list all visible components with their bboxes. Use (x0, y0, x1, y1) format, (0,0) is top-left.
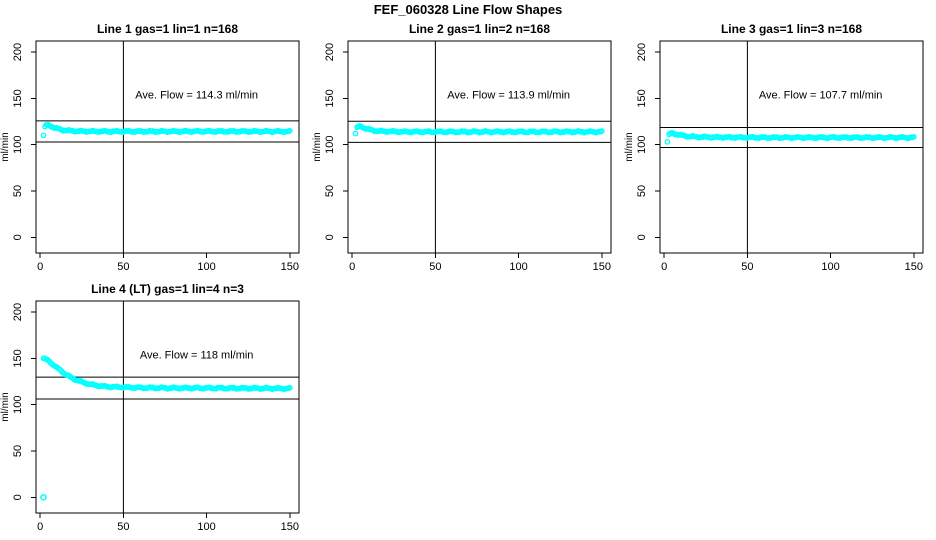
x-tick-label: 100 (197, 521, 215, 533)
x-tick-label: 100 (509, 261, 527, 273)
x-tick-label: 150 (593, 261, 611, 273)
y-axis-label: ml/min (0, 132, 11, 161)
plot-area-line-3: 0 50 100 150 0 50 100 150 200 ml/min Ave. Flow = 1… (624, 40, 924, 273)
data-point (664, 139, 671, 145)
y-tick-label: 150 (12, 89, 24, 107)
plot-group: 0 50 100 150 0 50 100 150 200 ml/min Ave. Flow = 1… (0, 40, 300, 273)
data-point (40, 132, 47, 139)
y-axis-label: ml/min (312, 132, 323, 161)
data-point (352, 130, 359, 137)
y-tick-label: 200 (12, 43, 24, 61)
panel-line-3: 0 50 100 150 0 50 100 150 200 ml/min Ave. Flow = 1… (624, 22, 936, 280)
y-tick-label: 100 (636, 136, 648, 154)
y-tick-label: 100 (324, 136, 336, 154)
y-tick-label: 100 (12, 136, 24, 154)
y-tick-label: 150 (12, 349, 24, 367)
data-points (352, 122, 605, 137)
ave-flow-annotation: Ave. Flow = 107.7 ml/min (759, 89, 883, 101)
y-axis-label: ml/min (624, 132, 635, 161)
y-tick-label: 150 (636, 89, 648, 107)
data-points (664, 129, 917, 145)
ave-flow-annotation: Ave. Flow = 118 ml/min (140, 349, 254, 361)
plot-area-line-1: 0 50 100 150 0 50 100 150 200 ml/min Ave. Flow = 1… (0, 40, 300, 273)
data-point (286, 384, 293, 391)
data-points (40, 121, 293, 139)
outlier-point (40, 493, 47, 501)
figure-title: FEF_060328 Line Flow Shapes (373, 2, 563, 17)
panel-line-1: 0 50 100 150 0 50 100 150 200 ml/min Ave. Flow = 1… (0, 22, 312, 280)
panel-title-line-2: Line 2 gas=1 lin=2 n=168 (408, 22, 551, 36)
panel-title-line-4: Line 4 (LT) gas=1 lin=4 n=3 (91, 282, 244, 296)
y-tick-label: 50 (324, 185, 336, 197)
x-tick-label: 100 (821, 261, 839, 273)
plot-box (347, 40, 612, 254)
y-tick-label: 200 (12, 303, 24, 321)
x-tick-label: 50 (117, 521, 129, 533)
data-point (910, 133, 917, 140)
x-tick-label: 50 (429, 261, 441, 273)
plot-box (35, 300, 300, 514)
plot-group: 0 50 100 150 0 50 100 150 200 ml/min Ave. Flow = 1… (0, 300, 300, 533)
y-tick-label: 50 (12, 445, 24, 457)
y-tick-label: 50 (12, 185, 24, 197)
x-tick-label: 150 (905, 261, 923, 273)
panel-line-4: 0 50 100 150 0 50 100 150 200 ml/min Ave. Flow = 1… (0, 282, 312, 540)
y-axis-label: ml/min (0, 392, 11, 421)
plot-area-line-2: 0 50 100 150 0 50 100 150 200 ml/min Ave. Flow = 1… (312, 40, 612, 273)
y-tick-label: 200 (636, 43, 648, 61)
panel-line-2: 0 50 100 150 0 50 100 150 200 ml/min Ave. Flow = 1… (312, 22, 624, 280)
panel-title-line-3: Line 3 gas=1 lin=3 n=168 (720, 22, 863, 36)
x-tick-label: 150 (281, 261, 299, 273)
y-tick-label: 200 (324, 43, 336, 61)
y-tick-label: 0 (12, 494, 24, 500)
x-tick-label: 50 (741, 261, 753, 273)
y-tick-label: 0 (324, 234, 336, 240)
plot-box (659, 40, 924, 254)
plot-group: 0 50 100 150 0 50 100 150 200 ml/min Ave. Flow = 1… (624, 40, 924, 273)
x-tick-label: 0 (37, 521, 43, 533)
y-tick-label: 0 (636, 234, 648, 240)
x-tick-label: 100 (197, 261, 215, 273)
x-tick-label: 50 (117, 261, 129, 273)
data-points (40, 355, 293, 501)
x-tick-label: 150 (281, 521, 299, 533)
data-point (286, 127, 293, 134)
ave-flow-annotation: Ave. Flow = 114.3 ml/min (135, 89, 258, 101)
plot-box (35, 40, 300, 254)
ave-flow-annotation: Ave. Flow = 113.9 ml/min (447, 89, 570, 101)
y-tick-label: 100 (12, 396, 24, 414)
x-tick-label: 0 (349, 261, 355, 273)
panel-title-line-1: Line 1 gas=1 lin=1 n=168 (96, 22, 239, 36)
y-tick-label: 150 (324, 89, 336, 107)
y-tick-label: 0 (12, 234, 24, 240)
y-tick-label: 50 (636, 185, 648, 197)
plot-area-line-4: 0 50 100 150 0 50 100 150 200 ml/min Ave. Flow = 1… (0, 300, 300, 533)
x-tick-label: 0 (37, 261, 43, 273)
x-tick-label: 0 (661, 261, 667, 273)
data-point (598, 128, 605, 134)
plot-group: 0 50 100 150 0 50 100 150 200 ml/min Ave. Flow = 1… (312, 40, 612, 273)
